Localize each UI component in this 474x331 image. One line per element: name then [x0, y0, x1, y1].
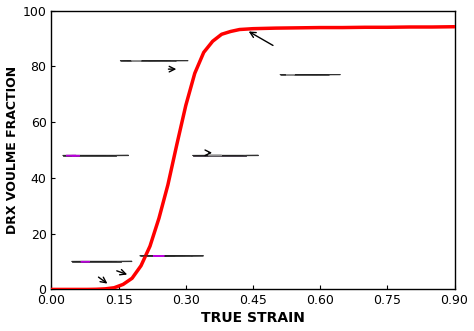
Polygon shape — [121, 261, 132, 262]
Polygon shape — [246, 155, 258, 156]
X-axis label: TRUE STRAIN: TRUE STRAIN — [201, 311, 305, 325]
Polygon shape — [192, 155, 246, 156]
Y-axis label: DRX VOULME FRACTION: DRX VOULME FRACTION — [6, 66, 18, 234]
Polygon shape — [72, 261, 121, 262]
Polygon shape — [63, 155, 117, 156]
Polygon shape — [117, 155, 128, 156]
Polygon shape — [329, 74, 340, 75]
Polygon shape — [280, 74, 329, 75]
